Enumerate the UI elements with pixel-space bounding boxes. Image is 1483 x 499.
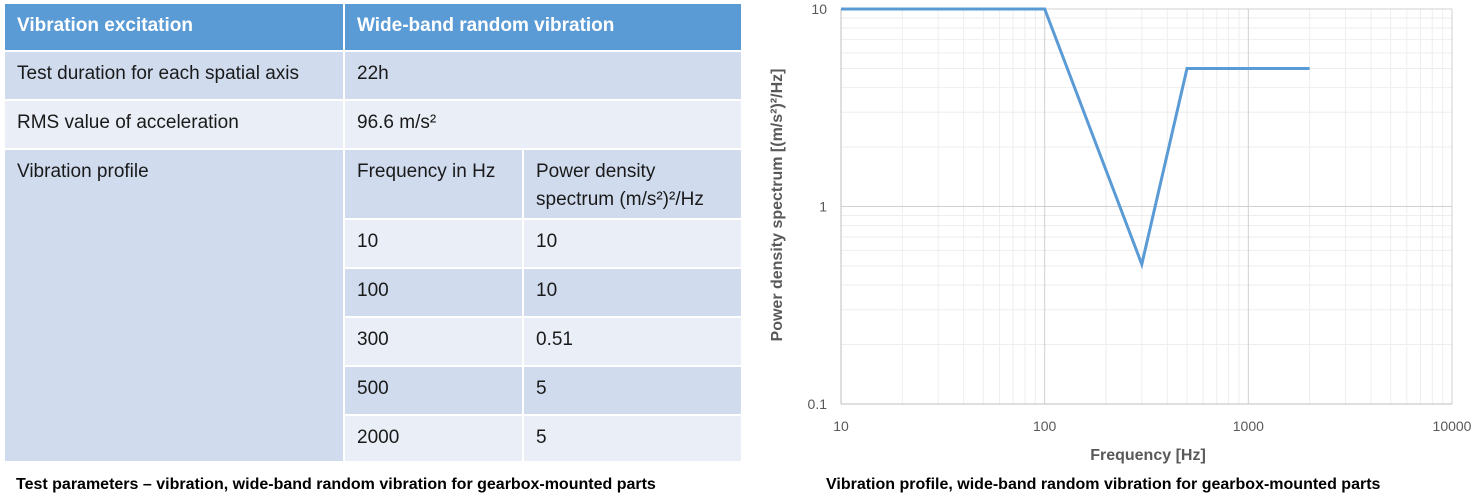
profile-row-psd: 5	[524, 416, 741, 461]
test-duration-value: 22h	[345, 52, 741, 99]
profile-row-psd: 5	[524, 367, 741, 414]
x-tick-labels: 10 100 1000 10000	[833, 418, 1471, 434]
vibration-profile-chart: 10 100 1000 10000 0.1 1 10 Frequency [Hz] Pow…	[769, 1, 1472, 464]
series-line	[841, 7, 1310, 270]
psd-header-line-1: Power density	[536, 161, 656, 182]
x-tick-label: 1000	[1233, 418, 1264, 434]
series-group	[840, 7, 1310, 270]
x-tick-label: 10	[833, 418, 849, 434]
profile-row-psd: 10	[524, 269, 741, 316]
profile-row-frequency: 2000	[345, 416, 522, 461]
y-tick-label: 10	[811, 1, 827, 17]
y-tick-label: 0.1	[808, 396, 828, 412]
x-axis-label: Frequency [Hz]	[1090, 447, 1206, 464]
x-tick-label: 10000	[1433, 418, 1472, 434]
psd-header-line-2: spectrum (m/s²)²/Hz	[536, 189, 704, 210]
test-duration-label: Test duration for each spatial axis	[5, 52, 343, 99]
table-header-excitation: Vibration excitation	[5, 4, 343, 50]
table-header-random-vibration: Wide-band random vibration	[345, 4, 741, 50]
chart-axes	[840, 9, 1452, 405]
y-axis-label: Power density spectrum [(m/s²)²/Hz]	[769, 69, 786, 342]
profile-row-frequency: 300	[345, 318, 522, 365]
profile-row-psd: 10	[524, 220, 741, 267]
frequency-column-header: Frequency in Hz	[345, 150, 522, 218]
profile-row-psd: 0.51	[524, 318, 741, 365]
y-tick-labels: 0.1 1 10	[808, 1, 828, 412]
rms-value: 96.6 m/s²	[345, 101, 741, 148]
x-tick-label: 100	[1033, 418, 1057, 434]
rms-label: RMS value of acceleration	[5, 101, 343, 148]
chart-caption: Vibration profile, wide-band random vibr…	[826, 476, 1381, 493]
table-caption: Test parameters – vibration, wide-band r…	[16, 476, 656, 493]
profile-row-frequency: 500	[345, 367, 522, 414]
vibration-profile-label: Vibration profile	[5, 150, 343, 461]
psd-column-header: Power density spectrum (m/s²)²/Hz	[524, 150, 741, 218]
test-parameters-table: Vibration excitation Wide-band random vi…	[5, 4, 741, 461]
y-tick-label: 1	[819, 199, 827, 215]
profile-row-frequency: 10	[345, 220, 522, 267]
profile-row-frequency: 100	[345, 269, 522, 316]
